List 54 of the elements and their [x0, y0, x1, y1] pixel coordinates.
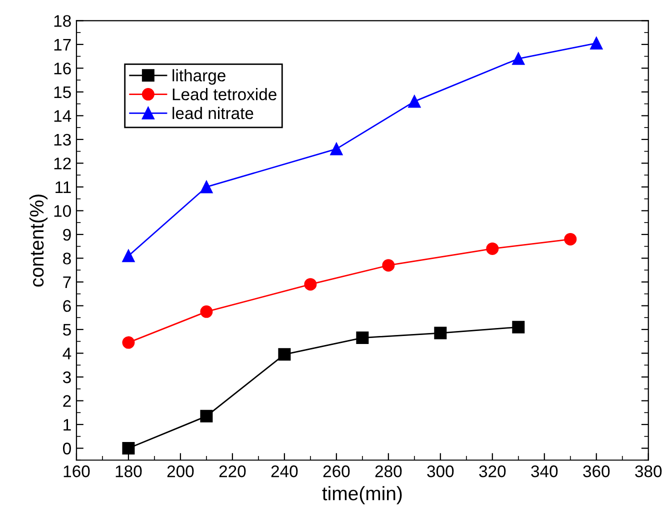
y-axis-title: content(%) — [29, 194, 48, 287]
y-tick-label: 14 — [54, 110, 72, 122]
y-tick-label: 1 — [64, 419, 71, 431]
y-tick-label: 18 — [54, 15, 71, 27]
y-tick-label: 8 — [63, 252, 71, 264]
y-tick-label: 9 — [63, 228, 71, 241]
x-tick-label: 280 — [375, 465, 402, 478]
x-tick-label: 220 — [219, 465, 246, 478]
legend-label: lead nitrate — [172, 106, 254, 120]
point — [434, 326, 447, 340]
y-tick-label: 10 — [54, 205, 71, 217]
point — [278, 348, 291, 361]
y-tick-label: 17 — [54, 39, 71, 50]
point — [122, 442, 135, 455]
point — [564, 232, 577, 246]
x-tick-label: 300 — [427, 465, 454, 478]
point — [122, 250, 135, 262]
x-tick-label: 380 — [635, 465, 662, 478]
point — [304, 278, 317, 291]
point — [200, 180, 213, 194]
legend-label: litharge — [172, 69, 226, 85]
x-tick-label: 340 — [531, 465, 558, 478]
y-tick-label: 12 — [54, 158, 71, 170]
point — [382, 259, 395, 272]
point — [512, 52, 525, 65]
x-tick-label: 180 — [116, 465, 142, 478]
y-tick-label: 5 — [63, 324, 71, 336]
y-tick-label: 11 — [56, 182, 71, 193]
y-tick-label: 4 — [62, 348, 72, 360]
x-tick-label: 240 — [271, 465, 298, 478]
x-tick-label: 160 — [64, 465, 90, 478]
y-tick-label: 16 — [54, 62, 71, 74]
y-tick-label: 0 — [62, 442, 71, 454]
legend-label: Lead tetroxide — [172, 88, 276, 100]
x-tick-label: 260 — [323, 465, 350, 478]
point — [408, 95, 421, 108]
y-tick-label: 2 — [63, 395, 71, 407]
y-tick-label: 13 — [54, 134, 71, 146]
x-axis-title: time(min) — [322, 486, 402, 504]
point — [330, 142, 343, 156]
y-tick-label: 7 — [63, 276, 71, 288]
point — [122, 336, 135, 349]
point — [200, 410, 213, 422]
y-tick-label: 15 — [54, 86, 71, 98]
x-tick-label: 200 — [167, 465, 194, 478]
x-tick-label: 320 — [479, 465, 506, 478]
y-tick-label: 3 — [62, 371, 71, 384]
x-tick-label: 360 — [583, 465, 610, 478]
point — [486, 242, 499, 255]
point — [512, 320, 525, 334]
point — [356, 332, 369, 344]
y-tick-label: 6 — [63, 300, 71, 312]
point — [200, 305, 213, 318]
point — [590, 36, 603, 50]
